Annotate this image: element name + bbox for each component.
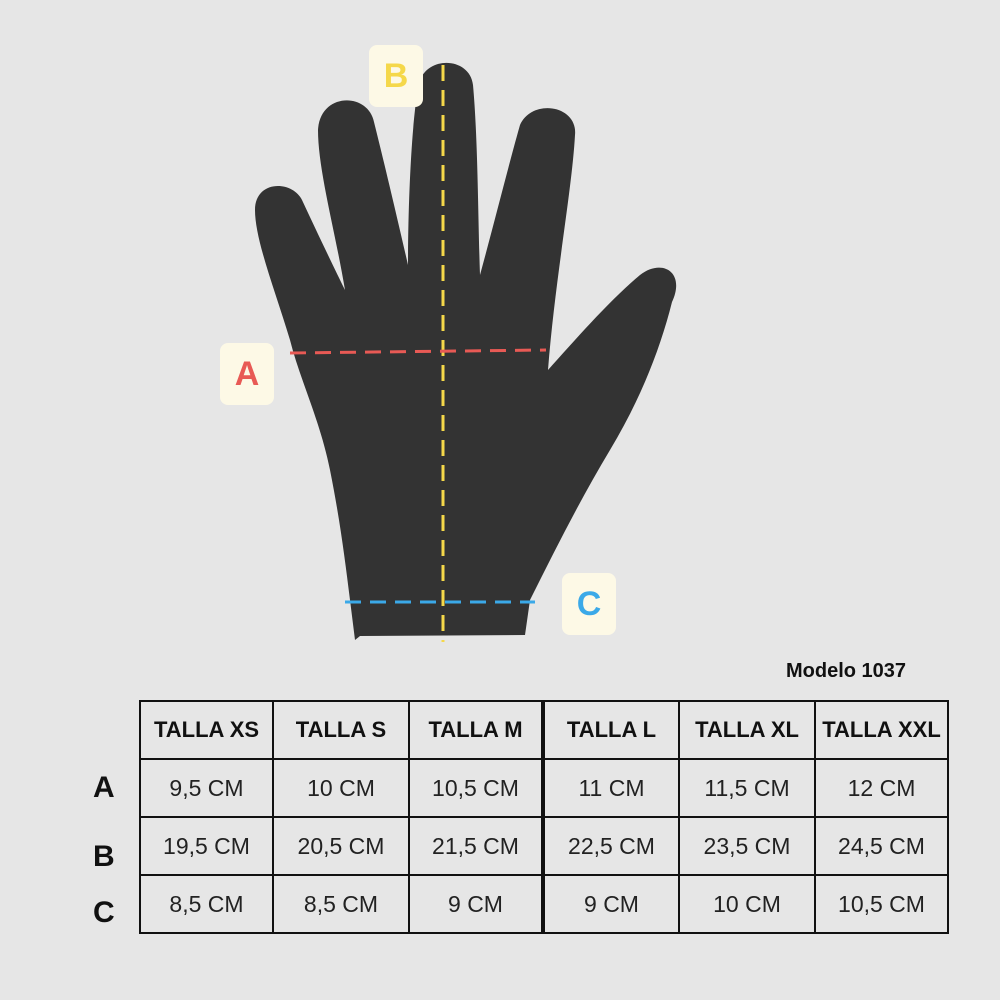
cell: 11 CM <box>541 758 680 818</box>
model-name: Modelo 1037 <box>786 660 907 682</box>
cell: 8,5 CM <box>139 874 274 934</box>
cell: 9 CM <box>541 874 680 934</box>
label-c: C <box>562 573 616 635</box>
glove-diagram <box>255 62 677 642</box>
header-s: TALLA S <box>272 700 410 760</box>
cell: 11,5 CM <box>678 758 816 818</box>
cell: 10,5 CM <box>408 758 544 818</box>
table-row: 19,5 CM 20,5 CM 21,5 CM 22,5 CM 23,5 CM … <box>139 816 949 876</box>
cell: 10 CM <box>678 874 816 934</box>
cell: 12 CM <box>814 758 949 818</box>
cell: 24,5 CM <box>814 816 949 876</box>
cell: 10,5 CM <box>814 874 949 934</box>
cell: 9,5 CM <box>139 758 274 818</box>
header-xxl: TALLA XXL <box>814 700 949 760</box>
cell: 21,5 CM <box>408 816 544 876</box>
label-b: B <box>369 45 423 107</box>
row-label-a: A <box>93 771 115 804</box>
table-header-row: TALLA XS TALLA S TALLA M TALLA L TALLA X… <box>139 700 949 760</box>
header-m: TALLA M <box>408 700 544 760</box>
header-xl: TALLA XL <box>678 700 816 760</box>
header-xs: TALLA XS <box>139 700 274 760</box>
row-label-b: B <box>93 840 115 873</box>
table-row: 8,5 CM 8,5 CM 9 CM 9 CM 10 CM 10,5 CM <box>139 874 949 934</box>
cell: 23,5 CM <box>678 816 816 876</box>
cell: 8,5 CM <box>272 874 410 934</box>
label-a: A <box>220 343 274 405</box>
cell: 20,5 CM <box>272 816 410 876</box>
size-table: TALLA XS TALLA S TALLA M TALLA L TALLA X… <box>139 700 949 934</box>
cell: 22,5 CM <box>541 816 680 876</box>
row-label-c: C <box>93 896 115 929</box>
measure-line-a <box>289 348 547 355</box>
cell: 19,5 CM <box>139 816 274 876</box>
cell: 10 CM <box>272 758 410 818</box>
header-l: TALLA L <box>541 700 680 760</box>
table-row: 9,5 CM 10 CM 10,5 CM 11 CM 11,5 CM 12 CM <box>139 758 949 818</box>
cell: 9 CM <box>408 874 544 934</box>
